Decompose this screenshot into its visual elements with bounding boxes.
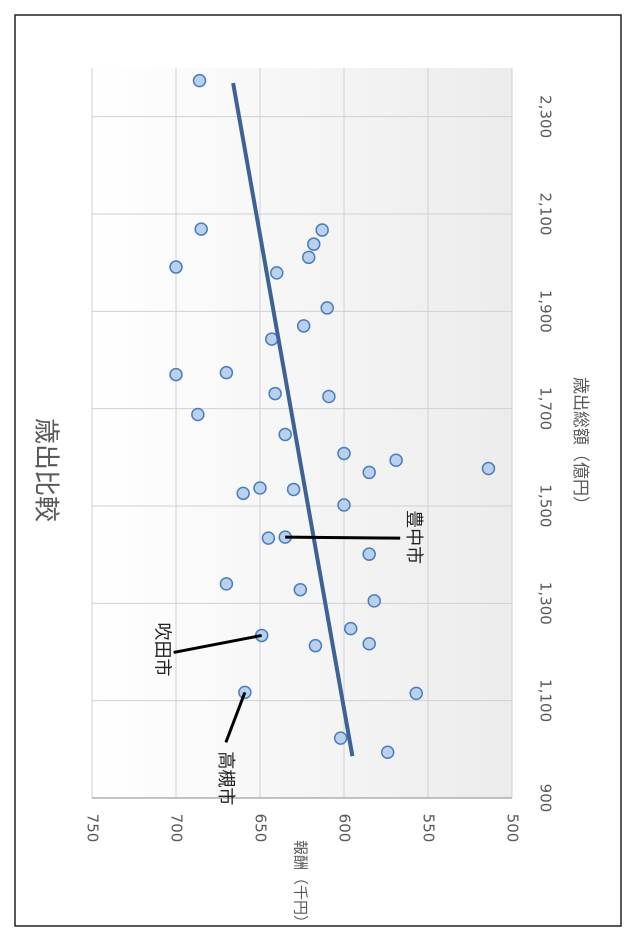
trend-line bbox=[231, 82, 355, 757]
x-tick-label: 1,900 bbox=[537, 290, 555, 333]
point bbox=[333, 731, 348, 745]
point bbox=[308, 638, 323, 653]
x-tick-label: 1,500 bbox=[537, 485, 555, 528]
point bbox=[169, 367, 183, 382]
annotation-label: 吹田市 bbox=[152, 622, 173, 676]
point bbox=[320, 301, 334, 315]
x-axis-label: 歳出総額（億円） bbox=[570, 377, 590, 513]
annotation-label: 高槻市 bbox=[215, 751, 236, 805]
point bbox=[322, 389, 336, 404]
y-axis-label: 報酬（千円） bbox=[292, 840, 310, 930]
chart-title: 歳出比較 bbox=[31, 418, 61, 522]
point bbox=[367, 594, 381, 608]
point bbox=[236, 486, 250, 501]
annotation-line bbox=[285, 535, 401, 540]
y-tick-label: 700 bbox=[168, 814, 186, 843]
point bbox=[293, 582, 308, 597]
x-tick-label: 2,100 bbox=[537, 193, 555, 236]
annotation-line bbox=[224, 691, 247, 743]
point bbox=[362, 465, 376, 480]
point bbox=[219, 365, 234, 380]
annotation-label: 豊中市 bbox=[403, 510, 424, 564]
point bbox=[194, 222, 208, 236]
point bbox=[337, 446, 351, 461]
y-tick-label: 750 bbox=[84, 814, 102, 843]
point bbox=[315, 223, 329, 237]
point bbox=[481, 461, 496, 476]
point bbox=[268, 386, 282, 401]
point bbox=[362, 636, 376, 651]
plot-area bbox=[92, 68, 512, 798]
point bbox=[278, 427, 292, 442]
point bbox=[307, 237, 321, 251]
x-tick-label: 900 bbox=[537, 784, 555, 813]
point bbox=[191, 407, 205, 422]
y-tick-label: 600 bbox=[336, 814, 354, 843]
point bbox=[362, 547, 376, 561]
y-tick-label: 550 bbox=[420, 814, 438, 843]
point bbox=[296, 319, 311, 333]
point bbox=[270, 266, 284, 280]
point bbox=[409, 686, 423, 701]
point bbox=[343, 621, 358, 636]
y-tick-label: 500 bbox=[504, 814, 522, 843]
point bbox=[169, 260, 183, 274]
point bbox=[261, 531, 276, 545]
x-tick-label: 1,700 bbox=[537, 387, 555, 430]
point bbox=[192, 73, 207, 88]
y-tick-label: 650 bbox=[252, 814, 270, 843]
point bbox=[253, 481, 267, 495]
x-tick-label: 2,300 bbox=[537, 95, 555, 138]
x-tick-label: 1,100 bbox=[537, 679, 555, 722]
point bbox=[380, 745, 395, 760]
point bbox=[389, 453, 403, 468]
point bbox=[337, 498, 351, 512]
annotation-line bbox=[173, 633, 262, 654]
point bbox=[219, 577, 234, 591]
point bbox=[286, 482, 301, 497]
x-tick-label: 1,300 bbox=[537, 582, 555, 625]
point bbox=[301, 250, 316, 265]
